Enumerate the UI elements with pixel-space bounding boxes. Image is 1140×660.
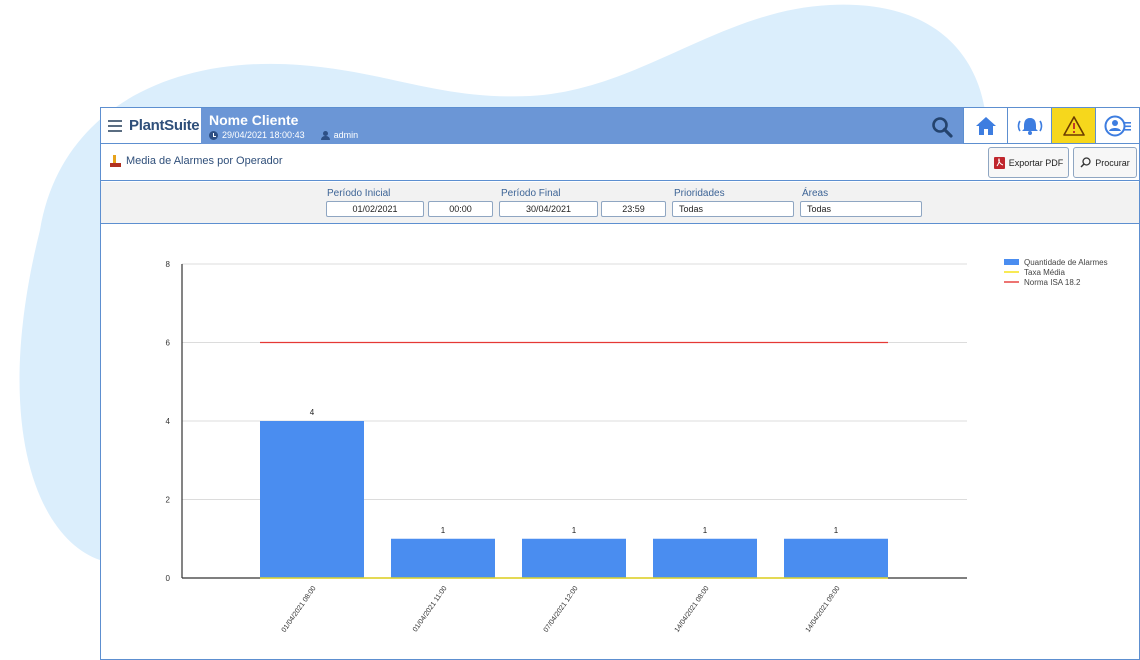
y-tick-label: 4 xyxy=(166,417,171,426)
start-time-field[interactable]: 00:00 xyxy=(428,201,493,217)
pdf-icon xyxy=(993,156,1005,169)
data-label: 1 xyxy=(703,526,708,535)
start-date-field[interactable]: 01/02/2021 xyxy=(326,201,424,217)
warning-icon xyxy=(1062,115,1085,136)
data-label: 1 xyxy=(572,526,577,535)
magnifier-icon xyxy=(1080,157,1091,168)
export-pdf-label: Exportar PDF xyxy=(1008,157,1064,168)
y-tick-label: 6 xyxy=(166,339,171,348)
brand-area: PlantSuite xyxy=(101,108,201,144)
data-label: 4 xyxy=(310,408,315,417)
top-bar: PlantSuite Nome Cliente 29/04/2021 18:00… xyxy=(101,108,1139,144)
app-window: PlantSuite Nome Cliente 29/04/2021 18:00… xyxy=(100,107,1140,660)
data-label: 1 xyxy=(441,526,446,535)
report-title-bar: Media de Alarmes por Operador Exportar P… xyxy=(101,144,1139,181)
data-label: 1 xyxy=(834,526,839,535)
y-tick-label: 2 xyxy=(166,496,171,505)
bar xyxy=(522,538,626,578)
user-icon xyxy=(320,130,330,140)
legend-label: Norma ISA 18.2 xyxy=(1024,278,1081,287)
bar xyxy=(391,538,495,578)
bar xyxy=(784,538,888,578)
x-tick-label: 07/04/2021 12:00 xyxy=(543,585,580,634)
session-info: 29/04/2021 18:00:43 admin xyxy=(209,130,358,140)
search-button[interactable]: Procurar xyxy=(1073,147,1137,178)
y-tick-label: 0 xyxy=(166,574,171,583)
page-title: Media de Alarmes por Operador xyxy=(126,155,283,167)
priorities-label: Prioridades xyxy=(674,188,725,199)
x-tick-label: 14/04/2021 09:00 xyxy=(805,585,842,634)
alarm-bell-icon xyxy=(1017,117,1042,135)
end-time-field[interactable]: 23:59 xyxy=(601,201,666,217)
profile-button[interactable] xyxy=(1095,108,1139,144)
y-tick-label: 8 xyxy=(166,260,171,269)
current-datetime: 29/04/2021 18:00:43 xyxy=(222,130,305,140)
bar xyxy=(260,421,364,578)
home-icon xyxy=(975,116,996,135)
alarms-bar-chart: 0 2 4 6 8 4 01/04/2021 08:00 1 01/04/2021 11:00 1… xyxy=(166,258,1108,634)
report-icon xyxy=(110,155,121,167)
warning-button[interactable] xyxy=(1051,108,1095,144)
areas-select[interactable]: Todas xyxy=(800,201,922,217)
user-menu-icon xyxy=(1104,115,1131,136)
username: admin xyxy=(333,130,359,140)
start-period-label: Período Inicial xyxy=(327,188,391,199)
end-date-field[interactable]: 30/04/2021 xyxy=(499,201,598,217)
home-button[interactable] xyxy=(963,108,1007,144)
areas-label: Áreas xyxy=(802,188,829,199)
priorities-select[interactable]: Todas xyxy=(672,201,794,217)
client-name: Nome Cliente xyxy=(209,112,299,128)
header-band: Nome Cliente 29/04/2021 18:00:43 admin xyxy=(201,108,963,144)
x-tick-label: 14/04/2021 08:00 xyxy=(674,585,711,634)
x-tick-label: 01/04/2021 11:00 xyxy=(412,585,449,633)
search-label: Procurar xyxy=(1095,157,1130,168)
legend-swatch xyxy=(1004,259,1019,265)
clock-icon xyxy=(209,130,218,140)
hamburger-icon[interactable] xyxy=(108,119,122,132)
alarms-button[interactable] xyxy=(1007,108,1051,144)
legend-label: Quantidade de Alarmes xyxy=(1024,258,1108,267)
bar xyxy=(653,538,757,578)
filter-bar: Período Inicial 01/02/2021 00:00 Período… xyxy=(101,182,1139,224)
end-period-label: Período Final xyxy=(501,188,561,199)
export-pdf-button[interactable]: Exportar PDF xyxy=(988,147,1069,178)
legend-label: Taxa Média xyxy=(1024,268,1065,277)
search-icon[interactable] xyxy=(931,116,953,138)
x-tick-label: 01/04/2021 08:00 xyxy=(281,585,318,634)
brand-logo: PlantSuite xyxy=(129,117,200,134)
